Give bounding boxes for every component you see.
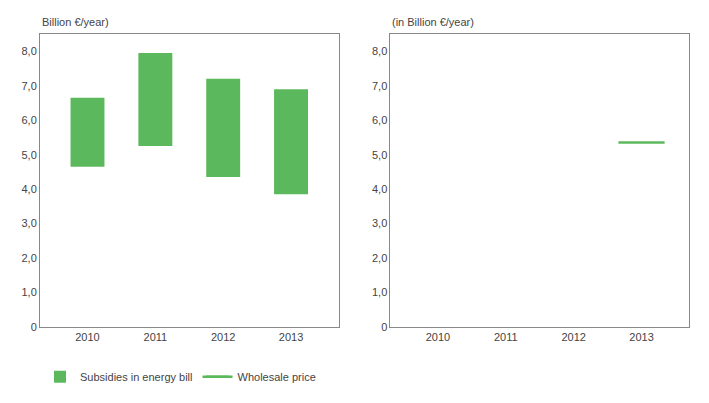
svg-text:1,0: 1,0 [372, 286, 387, 298]
svg-text:4,0: 4,0 [22, 183, 37, 195]
svg-text:2,0: 2,0 [372, 252, 387, 264]
svg-text:2011: 2011 [144, 331, 168, 343]
svg-text:2011: 2011 [494, 331, 518, 343]
svg-text:6,0: 6,0 [372, 114, 387, 126]
svg-text:7,0: 7,0 [22, 80, 37, 92]
svg-text:Wholesale price: Wholesale price [238, 371, 316, 383]
svg-text:2013: 2013 [279, 331, 303, 343]
svg-text:4,0: 4,0 [372, 183, 387, 195]
svg-text:2012: 2012 [211, 331, 235, 343]
svg-text:Billion €/year): Billion €/year) [42, 16, 109, 28]
svg-text:2012: 2012 [561, 331, 585, 343]
svg-text:5,0: 5,0 [22, 149, 37, 161]
svg-text:6,0: 6,0 [22, 114, 37, 126]
svg-text:(in Billion €/year): (in Billion €/year) [392, 16, 474, 28]
svg-text:8,0: 8,0 [22, 45, 37, 57]
svg-text:1,0: 1,0 [22, 286, 37, 298]
svg-text:Subsidies in energy bill: Subsidies in energy bill [80, 371, 193, 383]
svg-text:0: 0 [381, 321, 387, 333]
svg-text:5,0: 5,0 [372, 149, 387, 161]
svg-text:3,0: 3,0 [372, 217, 387, 229]
svg-text:2013: 2013 [629, 331, 653, 343]
svg-text:3,0: 3,0 [22, 217, 37, 229]
svg-text:0: 0 [31, 321, 37, 333]
svg-text:8,0: 8,0 [372, 45, 387, 57]
svg-text:2010: 2010 [426, 331, 450, 343]
svg-text:2,0: 2,0 [22, 252, 37, 264]
svg-text:2010: 2010 [75, 331, 99, 343]
svg-text:7,0: 7,0 [372, 80, 387, 92]
